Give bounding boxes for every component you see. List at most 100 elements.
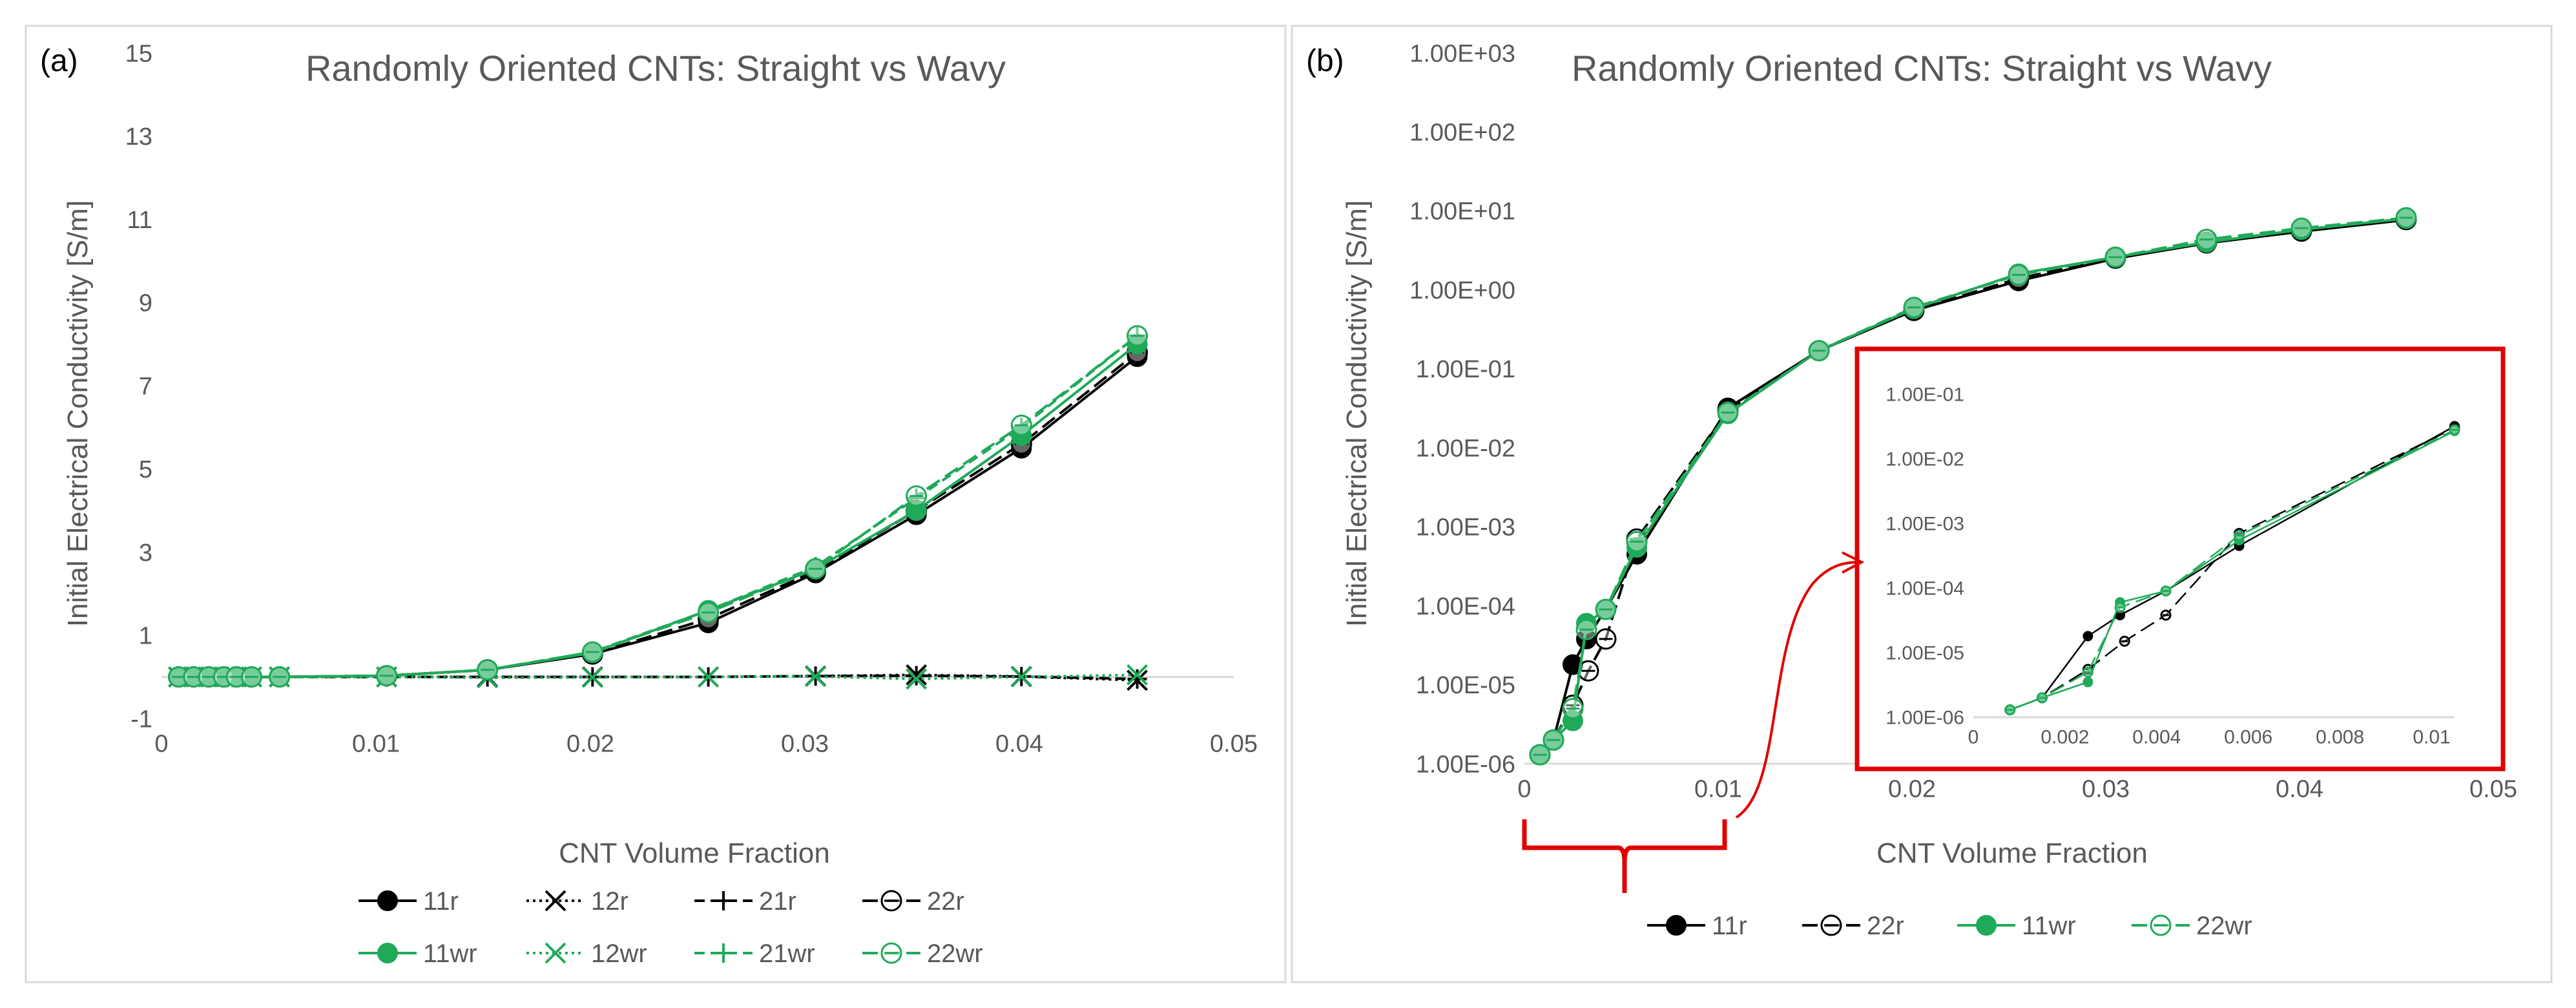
a-ytick-0: -1 xyxy=(130,706,152,733)
a-series-22wr-point-14 xyxy=(1127,325,1148,347)
b-series-11r-point-2 xyxy=(1563,654,1583,675)
a-legend-label-12r: 12r xyxy=(591,887,628,916)
b-legend-marker-11wr xyxy=(1976,915,1997,936)
b-ytick-8: 1.00E+02 xyxy=(1409,120,1515,147)
inset-xtick-4: 0.008 xyxy=(2316,727,2364,748)
inset-ytick-3: 1.00E-03 xyxy=(1885,514,1964,535)
inset-xtick-0: 0 xyxy=(1968,727,1979,748)
panel-a: (a) Randomly Oriented CNTs: Straight vs … xyxy=(25,25,1287,983)
b-legend-marker-22r xyxy=(1820,914,1842,936)
b-series-22wr-point-13 xyxy=(2395,207,2417,229)
panel-b-ylabel: Initial Electrical Conductivity [S/m] xyxy=(1341,200,1373,627)
b-ytick-1: 1.00E-05 xyxy=(1416,672,1515,699)
inset-ytick-0: 1.00E-06 xyxy=(1885,708,1964,729)
a-series-22wr-point-12 xyxy=(906,485,928,507)
a-series-22wr-point-10 xyxy=(698,602,720,624)
panel-b-annotation xyxy=(1522,551,1865,893)
b-legend-label-11wr: 11wr xyxy=(2022,912,2076,940)
inset-ytick-4: 1.00E-02 xyxy=(1885,449,1964,470)
a-series-21wr-point-10 xyxy=(698,600,718,620)
inset-series-22wr-point-2 xyxy=(2082,666,2093,678)
b-legend-marker-22wr xyxy=(2150,914,2172,936)
inset-series-22wr-point-5 xyxy=(2234,530,2245,541)
b-series-22wr-point-9 xyxy=(2008,264,2030,286)
panel-b-label: (b) xyxy=(1306,44,1344,78)
a-legend-label-21wr: 21wr xyxy=(759,940,815,968)
a-legend-item-12r: 12r xyxy=(526,887,628,916)
a-series-12wr-point-11 xyxy=(805,666,827,688)
a-xtick-0: 0 xyxy=(154,730,168,757)
inset-series-11wr-point-2 xyxy=(2083,677,2093,688)
b-legend-marker-11r xyxy=(1666,915,1687,936)
b-series-22wr-point-8 xyxy=(1903,297,1925,319)
inset-series-22wr-point-4 xyxy=(2160,585,2172,597)
a-series-12wr-point-13 xyxy=(1010,666,1032,688)
a-legend-label-21r: 21r xyxy=(759,887,796,916)
a-ytick-1: 1 xyxy=(139,623,152,650)
inset-ytick-5: 1.00E-01 xyxy=(1885,384,1964,406)
a-series-12wr-point-9 xyxy=(581,666,603,688)
a-series-22wr-point-7 xyxy=(376,665,398,687)
panel-a-border xyxy=(25,25,1287,983)
a-series-22wr-point-2 xyxy=(198,666,220,688)
a-legend-marker-21wr xyxy=(714,943,733,963)
zoom-bracket xyxy=(1522,819,1727,893)
inset-ytick-1: 1.00E-05 xyxy=(1885,643,1964,664)
a-series-12wr-point-14 xyxy=(1127,664,1148,686)
a-ytick-7: 13 xyxy=(125,123,152,151)
b-series-22wr-point-6 xyxy=(1717,401,1739,423)
b-series-22wr-point-3 xyxy=(1575,618,1597,640)
a-series-21wr-point-13 xyxy=(1012,417,1032,437)
b-series-22wr-point-0 xyxy=(1529,744,1551,766)
panel-b-title: Randomly Oriented CNTs: Straight vs Wavy xyxy=(1572,48,2272,89)
inset-series-22wr-point-3 xyxy=(2114,602,2126,613)
a-legend-marker-11r xyxy=(377,890,398,911)
inset-series-22wr-point-0 xyxy=(2004,704,2016,716)
b-series-22r-point-4 xyxy=(1595,628,1617,650)
b-ytick-7: 1.00E+01 xyxy=(1409,198,1515,226)
inset-series-11r-point-2 xyxy=(2083,631,2093,642)
a-series-22wr-point-5 xyxy=(240,666,262,688)
b-legend-item-11r: 11r xyxy=(1647,912,1747,940)
a-legend-marker-22wr xyxy=(880,942,902,964)
a-legend-item-12wr: 12wr xyxy=(526,940,647,968)
a-legend-label-12wr: 12wr xyxy=(591,940,647,968)
inset-series-22r-point-3 xyxy=(2119,635,2130,647)
a-ytick-5: 9 xyxy=(139,290,152,317)
b-series-22wr-point-4 xyxy=(1595,598,1617,620)
panel-b-axes: 1.00E-06 1.00E-05 1.00E-04 1.00E-03 1.00E-02… xyxy=(1409,40,2517,803)
inset-xtick-1: 0.002 xyxy=(2041,727,2089,748)
inset-ytick-2: 1.00E-04 xyxy=(1885,578,1964,600)
b-legend-label-22wr: 22wr xyxy=(2196,912,2252,940)
zoom-arrow xyxy=(1735,561,1860,819)
a-legend-marker-11wr xyxy=(377,943,398,963)
b-xtick-0: 0 xyxy=(1517,775,1531,803)
a-legend-label-22r: 22r xyxy=(927,887,964,916)
a-series-21r-point-14 xyxy=(1127,669,1147,689)
b-legend-item-22r: 22r xyxy=(1802,912,1904,940)
inset-xtick-3: 0.006 xyxy=(2224,727,2272,748)
panel-a-label: (a) xyxy=(40,44,78,78)
b-xtick-5: 0.05 xyxy=(2469,775,2517,803)
b-ytick-4: 1.00E-02 xyxy=(1416,435,1515,462)
a-legend-item-21r: 21r xyxy=(694,887,796,916)
b-series-22wr-point-10 xyxy=(2104,246,2126,268)
a-series-22wr-point-13 xyxy=(1010,414,1032,436)
a-series-22wr-point-6 xyxy=(269,666,291,688)
b-ytick-9: 1.00E+03 xyxy=(1409,40,1515,67)
b-legend-item-22wr: 22wr xyxy=(2132,912,2252,940)
b-xtick-1: 0.01 xyxy=(1694,775,1742,803)
b-series-22wr-point-5 xyxy=(1626,530,1648,552)
panel-b-inset: 1.00E-06 1.00E-05 1.00E-04 1.00E-03 1.00E-02… xyxy=(1854,346,2506,772)
b-series-22wr-point-11 xyxy=(2196,229,2218,251)
panel-b: (b) Randomly Oriented CNTs: Straight vs … xyxy=(1291,25,2553,983)
b-ytick-5: 1.00E-01 xyxy=(1416,356,1515,383)
a-legend-label-22wr: 22wr xyxy=(927,940,983,968)
inset-xtick-5: 0.01 xyxy=(2413,727,2450,748)
zoom-arrow-head xyxy=(1842,551,1865,574)
b-xtick-4: 0.04 xyxy=(2276,775,2323,803)
panel-b-xlabel: CNT Volume Fraction xyxy=(1876,837,2148,869)
b-ytick-3: 1.00E-03 xyxy=(1416,514,1515,541)
